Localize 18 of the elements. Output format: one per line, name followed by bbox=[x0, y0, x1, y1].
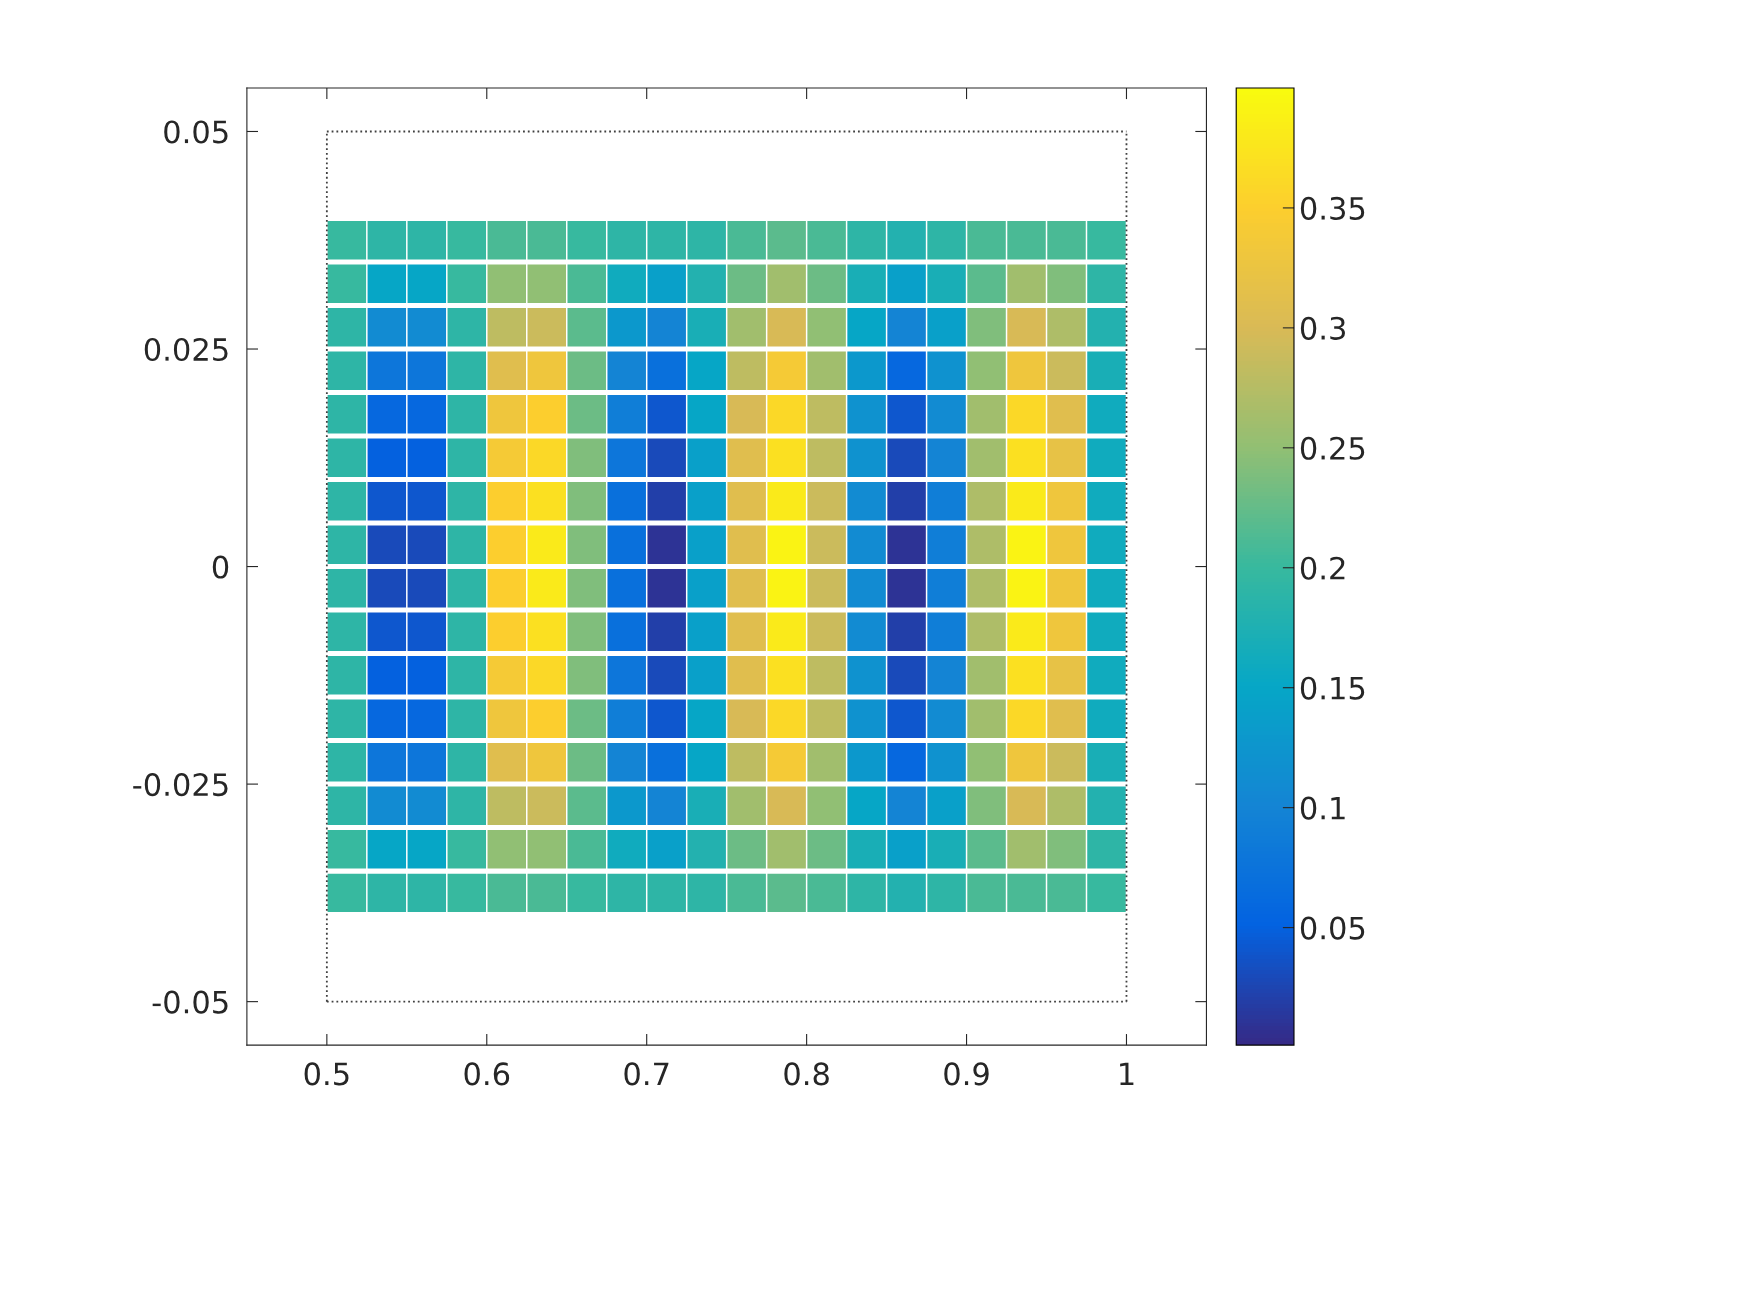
color-bar-label: 0.2 bbox=[1300, 556, 1345, 580]
color-bar-label: 0.25 bbox=[1300, 436, 1365, 460]
y-tick-label: 0.025 bbox=[144, 337, 228, 362]
y-tick-label: -0.025 bbox=[133, 773, 228, 797]
color-bar-label: 0.1 bbox=[1300, 796, 1345, 820]
x-tick-label: 1 bbox=[1120, 1062, 1134, 1086]
color-bar-label: 0.3 bbox=[1300, 316, 1345, 340]
color-bar-label: 0.35 bbox=[1300, 196, 1365, 220]
x-tick-label: 0.8 bbox=[784, 1062, 829, 1086]
y-tick-label: -0.05 bbox=[152, 990, 228, 1014]
x-tick-label: 0.6 bbox=[464, 1062, 510, 1086]
x-tick-label: 0.9 bbox=[944, 1062, 989, 1086]
x-tick-label: 0.7 bbox=[624, 1062, 669, 1086]
color-bar-label: 0.05 bbox=[1300, 916, 1365, 940]
x-tick-label: 0.5 bbox=[304, 1062, 349, 1086]
y-tick-label: 0.05 bbox=[164, 120, 228, 144]
y-tick-label: 0 bbox=[212, 555, 229, 579]
color-bar-label: 0.15 bbox=[1300, 676, 1365, 700]
